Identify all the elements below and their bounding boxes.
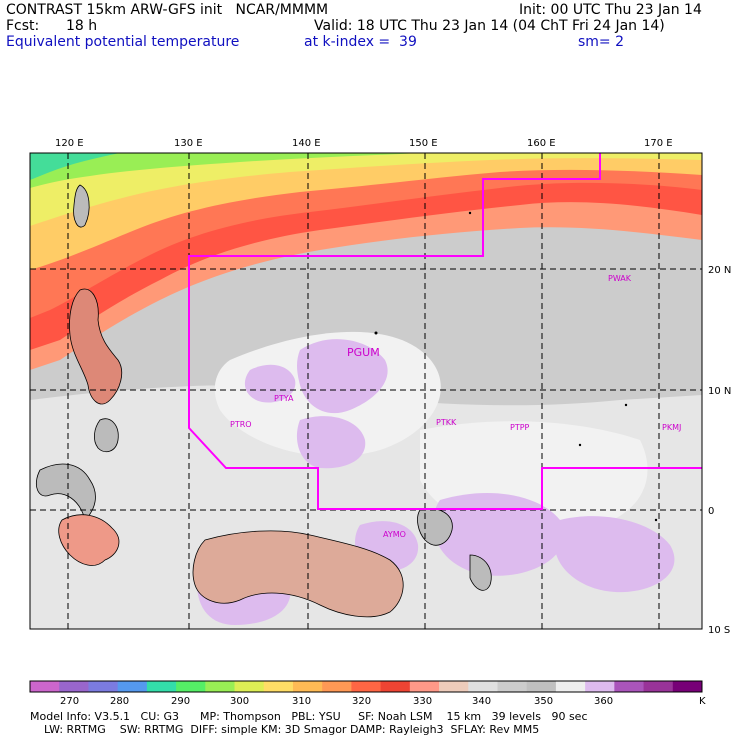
colorbar bbox=[29, 680, 703, 693]
theta-e-field bbox=[30, 153, 702, 629]
colorbar-swatch bbox=[643, 681, 674, 692]
colorbar-label: 340 bbox=[472, 696, 491, 707]
forecast-hour: 18 h bbox=[66, 18, 98, 34]
colorbar-swatch bbox=[380, 681, 411, 692]
station-pwak: PWAK bbox=[608, 274, 632, 283]
colorbar-swatch bbox=[585, 681, 615, 692]
colorbar-swatch bbox=[205, 681, 236, 692]
colorbar-swatch bbox=[59, 681, 89, 692]
init-time: Init: 00 UTC Thu 23 Jan 14 bbox=[519, 2, 702, 18]
domain-boundary bbox=[188, 153, 702, 510]
colorbar-label: 310 bbox=[292, 696, 311, 707]
colorbar-swatch bbox=[146, 681, 177, 692]
colorbar-swatch bbox=[176, 681, 206, 692]
lon-label: 130 E bbox=[174, 138, 203, 149]
lon-label: 120 E bbox=[55, 138, 84, 149]
station-ptkk: PTKK bbox=[436, 418, 457, 427]
colorbar-swatch bbox=[292, 681, 323, 692]
colorbar-frame bbox=[29, 680, 703, 693]
colorbar-swatch bbox=[88, 681, 119, 692]
station-ptya: PTYA bbox=[274, 394, 294, 403]
colorbar-label: 300 bbox=[230, 696, 249, 707]
lon-label: 140 E bbox=[292, 138, 321, 149]
colorbar-swatch bbox=[614, 681, 645, 692]
colorbar-swatch bbox=[672, 681, 703, 692]
smoothing-info: sm= 2 bbox=[578, 34, 625, 50]
colorbar-label: 350 bbox=[534, 696, 553, 707]
colorbar-label: 270 bbox=[60, 696, 79, 707]
field-name: Equivalent potential temperature bbox=[6, 34, 240, 50]
colorbar-swatch bbox=[322, 681, 352, 692]
colorbar-swatch bbox=[497, 681, 528, 692]
colorbar-swatch bbox=[439, 681, 469, 692]
station-aymo: AYMO bbox=[383, 530, 406, 539]
lon-label: 150 E bbox=[409, 138, 438, 149]
colorbar-swatch bbox=[468, 681, 498, 692]
model-info-line1: Model Info: V3.5.1 CU: G3 MP: Thompson P… bbox=[30, 710, 588, 723]
colorbar-swatch bbox=[555, 681, 586, 692]
lon-label: 160 E bbox=[527, 138, 556, 149]
colorbar-swatch bbox=[526, 681, 557, 692]
station-ptro: PTRO bbox=[230, 420, 252, 429]
colorbar-swatch bbox=[117, 681, 148, 692]
lat-label: 10 S bbox=[708, 625, 730, 636]
lon-label: 170 E bbox=[644, 138, 673, 149]
colorbar-swatch bbox=[234, 681, 265, 692]
colorbar-label: 290 bbox=[171, 696, 190, 707]
colorbar-label: 360 bbox=[594, 696, 613, 707]
colorbar-swatch bbox=[409, 681, 440, 692]
lat-label: 0 bbox=[708, 506, 714, 517]
forecast-label: Fcst: bbox=[6, 18, 40, 34]
model-info-line2: LW: RRTMG SW: RRTMG DIFF: simple KM: 3D … bbox=[30, 723, 540, 736]
title-left: CONTRAST 15km ARW-GFS init NCAR/MMMM bbox=[6, 2, 329, 18]
colorbar-label: 330 bbox=[413, 696, 432, 707]
colorbar-swatch bbox=[30, 681, 60, 692]
station-pgum: PGUM bbox=[347, 346, 380, 359]
colorbar-swatch bbox=[263, 681, 294, 692]
station-ptpp: PTPP bbox=[510, 423, 530, 432]
station-pkmj: PKMJ bbox=[662, 423, 681, 432]
lat-label: 10 N bbox=[708, 386, 731, 397]
colorbar-label: 280 bbox=[110, 696, 129, 707]
lat-label: 20 N bbox=[708, 265, 731, 276]
colorbar-label: 320 bbox=[352, 696, 371, 707]
valid-time: Valid: 18 UTC Thu 23 Jan 14 (04 ChT Fri … bbox=[314, 18, 665, 34]
level-info: at k-index = 39 bbox=[304, 34, 417, 50]
colorbar-swatch bbox=[351, 681, 382, 692]
colorbar-unit: K bbox=[699, 696, 706, 707]
